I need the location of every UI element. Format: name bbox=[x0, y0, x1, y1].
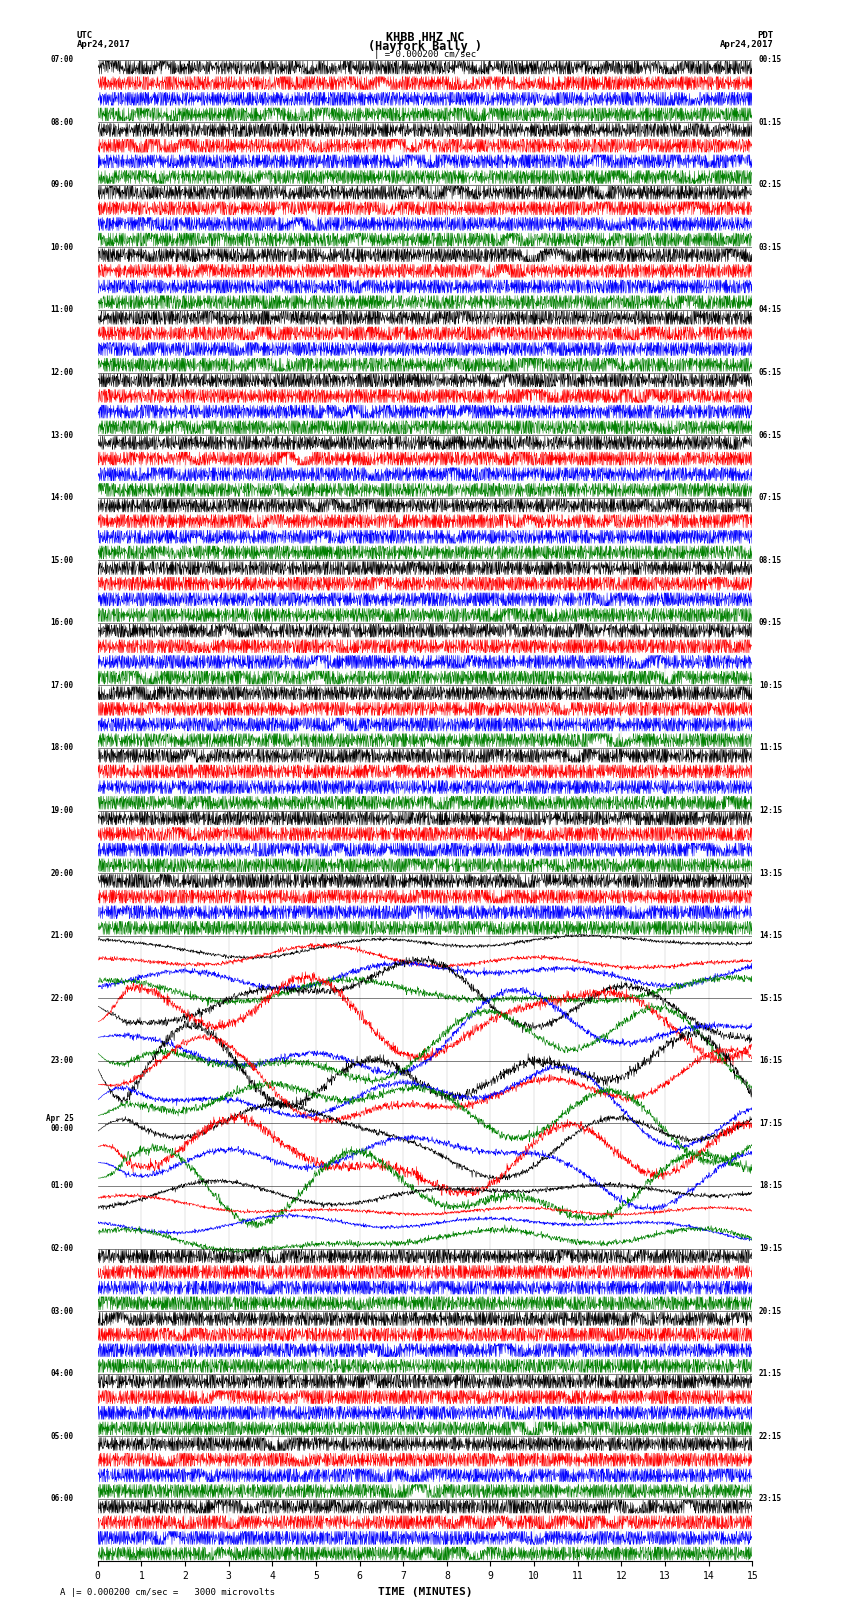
Text: 10:00: 10:00 bbox=[51, 244, 74, 252]
Text: 21:00: 21:00 bbox=[51, 931, 74, 940]
Text: 09:15: 09:15 bbox=[759, 618, 782, 627]
Text: 08:15: 08:15 bbox=[759, 556, 782, 565]
Text: 12:15: 12:15 bbox=[759, 806, 782, 815]
Text: (Hayfork Bally ): (Hayfork Bally ) bbox=[368, 40, 482, 53]
Text: 14:00: 14:00 bbox=[51, 494, 74, 502]
Text: 11:00: 11:00 bbox=[51, 305, 74, 315]
Text: UTC: UTC bbox=[76, 31, 93, 40]
Text: 01:00: 01:00 bbox=[51, 1181, 74, 1190]
Text: 00:15: 00:15 bbox=[759, 55, 782, 65]
Text: 03:15: 03:15 bbox=[759, 244, 782, 252]
Text: | = 0.000200 cm/sec: | = 0.000200 cm/sec bbox=[374, 50, 476, 60]
Text: Apr24,2017: Apr24,2017 bbox=[720, 40, 774, 50]
Text: 12:00: 12:00 bbox=[51, 368, 74, 377]
Text: 19:15: 19:15 bbox=[759, 1244, 782, 1253]
Text: KHBB HHZ NC: KHBB HHZ NC bbox=[386, 31, 464, 44]
Text: 10:15: 10:15 bbox=[759, 681, 782, 690]
Text: 14:15: 14:15 bbox=[759, 931, 782, 940]
Text: 23:00: 23:00 bbox=[51, 1057, 74, 1065]
Text: 21:15: 21:15 bbox=[759, 1369, 782, 1378]
Text: A |= 0.000200 cm/sec =   3000 microvolts: A |= 0.000200 cm/sec = 3000 microvolts bbox=[60, 1587, 275, 1597]
Text: 04:15: 04:15 bbox=[759, 305, 782, 315]
Text: 01:15: 01:15 bbox=[759, 118, 782, 127]
Text: 20:00: 20:00 bbox=[51, 869, 74, 877]
Text: 07:00: 07:00 bbox=[51, 55, 74, 65]
Text: 16:15: 16:15 bbox=[759, 1057, 782, 1065]
Text: 17:00: 17:00 bbox=[51, 681, 74, 690]
Text: 15:15: 15:15 bbox=[759, 994, 782, 1003]
Text: 23:15: 23:15 bbox=[759, 1494, 782, 1503]
Text: 05:15: 05:15 bbox=[759, 368, 782, 377]
Text: 13:15: 13:15 bbox=[759, 869, 782, 877]
Text: 03:00: 03:00 bbox=[51, 1307, 74, 1316]
Text: 19:00: 19:00 bbox=[51, 806, 74, 815]
Text: 22:00: 22:00 bbox=[51, 994, 74, 1003]
Text: 13:00: 13:00 bbox=[51, 431, 74, 440]
Text: 06:15: 06:15 bbox=[759, 431, 782, 440]
Text: PDT: PDT bbox=[757, 31, 774, 40]
Text: 18:00: 18:00 bbox=[51, 744, 74, 752]
Text: 09:00: 09:00 bbox=[51, 181, 74, 189]
Text: 15:00: 15:00 bbox=[51, 556, 74, 565]
Text: Apr24,2017: Apr24,2017 bbox=[76, 40, 130, 50]
Text: 02:00: 02:00 bbox=[51, 1244, 74, 1253]
Text: 16:00: 16:00 bbox=[51, 618, 74, 627]
Text: 20:15: 20:15 bbox=[759, 1307, 782, 1316]
Text: 17:15: 17:15 bbox=[759, 1119, 782, 1127]
Text: 06:00: 06:00 bbox=[51, 1494, 74, 1503]
Text: 18:15: 18:15 bbox=[759, 1181, 782, 1190]
Text: 22:15: 22:15 bbox=[759, 1432, 782, 1440]
Text: 11:15: 11:15 bbox=[759, 744, 782, 752]
Text: 04:00: 04:00 bbox=[51, 1369, 74, 1378]
Text: Apr 25
00:00: Apr 25 00:00 bbox=[46, 1113, 74, 1132]
Text: 07:15: 07:15 bbox=[759, 494, 782, 502]
Text: 02:15: 02:15 bbox=[759, 181, 782, 189]
X-axis label: TIME (MINUTES): TIME (MINUTES) bbox=[377, 1587, 473, 1597]
Text: 08:00: 08:00 bbox=[51, 118, 74, 127]
Text: 05:00: 05:00 bbox=[51, 1432, 74, 1440]
